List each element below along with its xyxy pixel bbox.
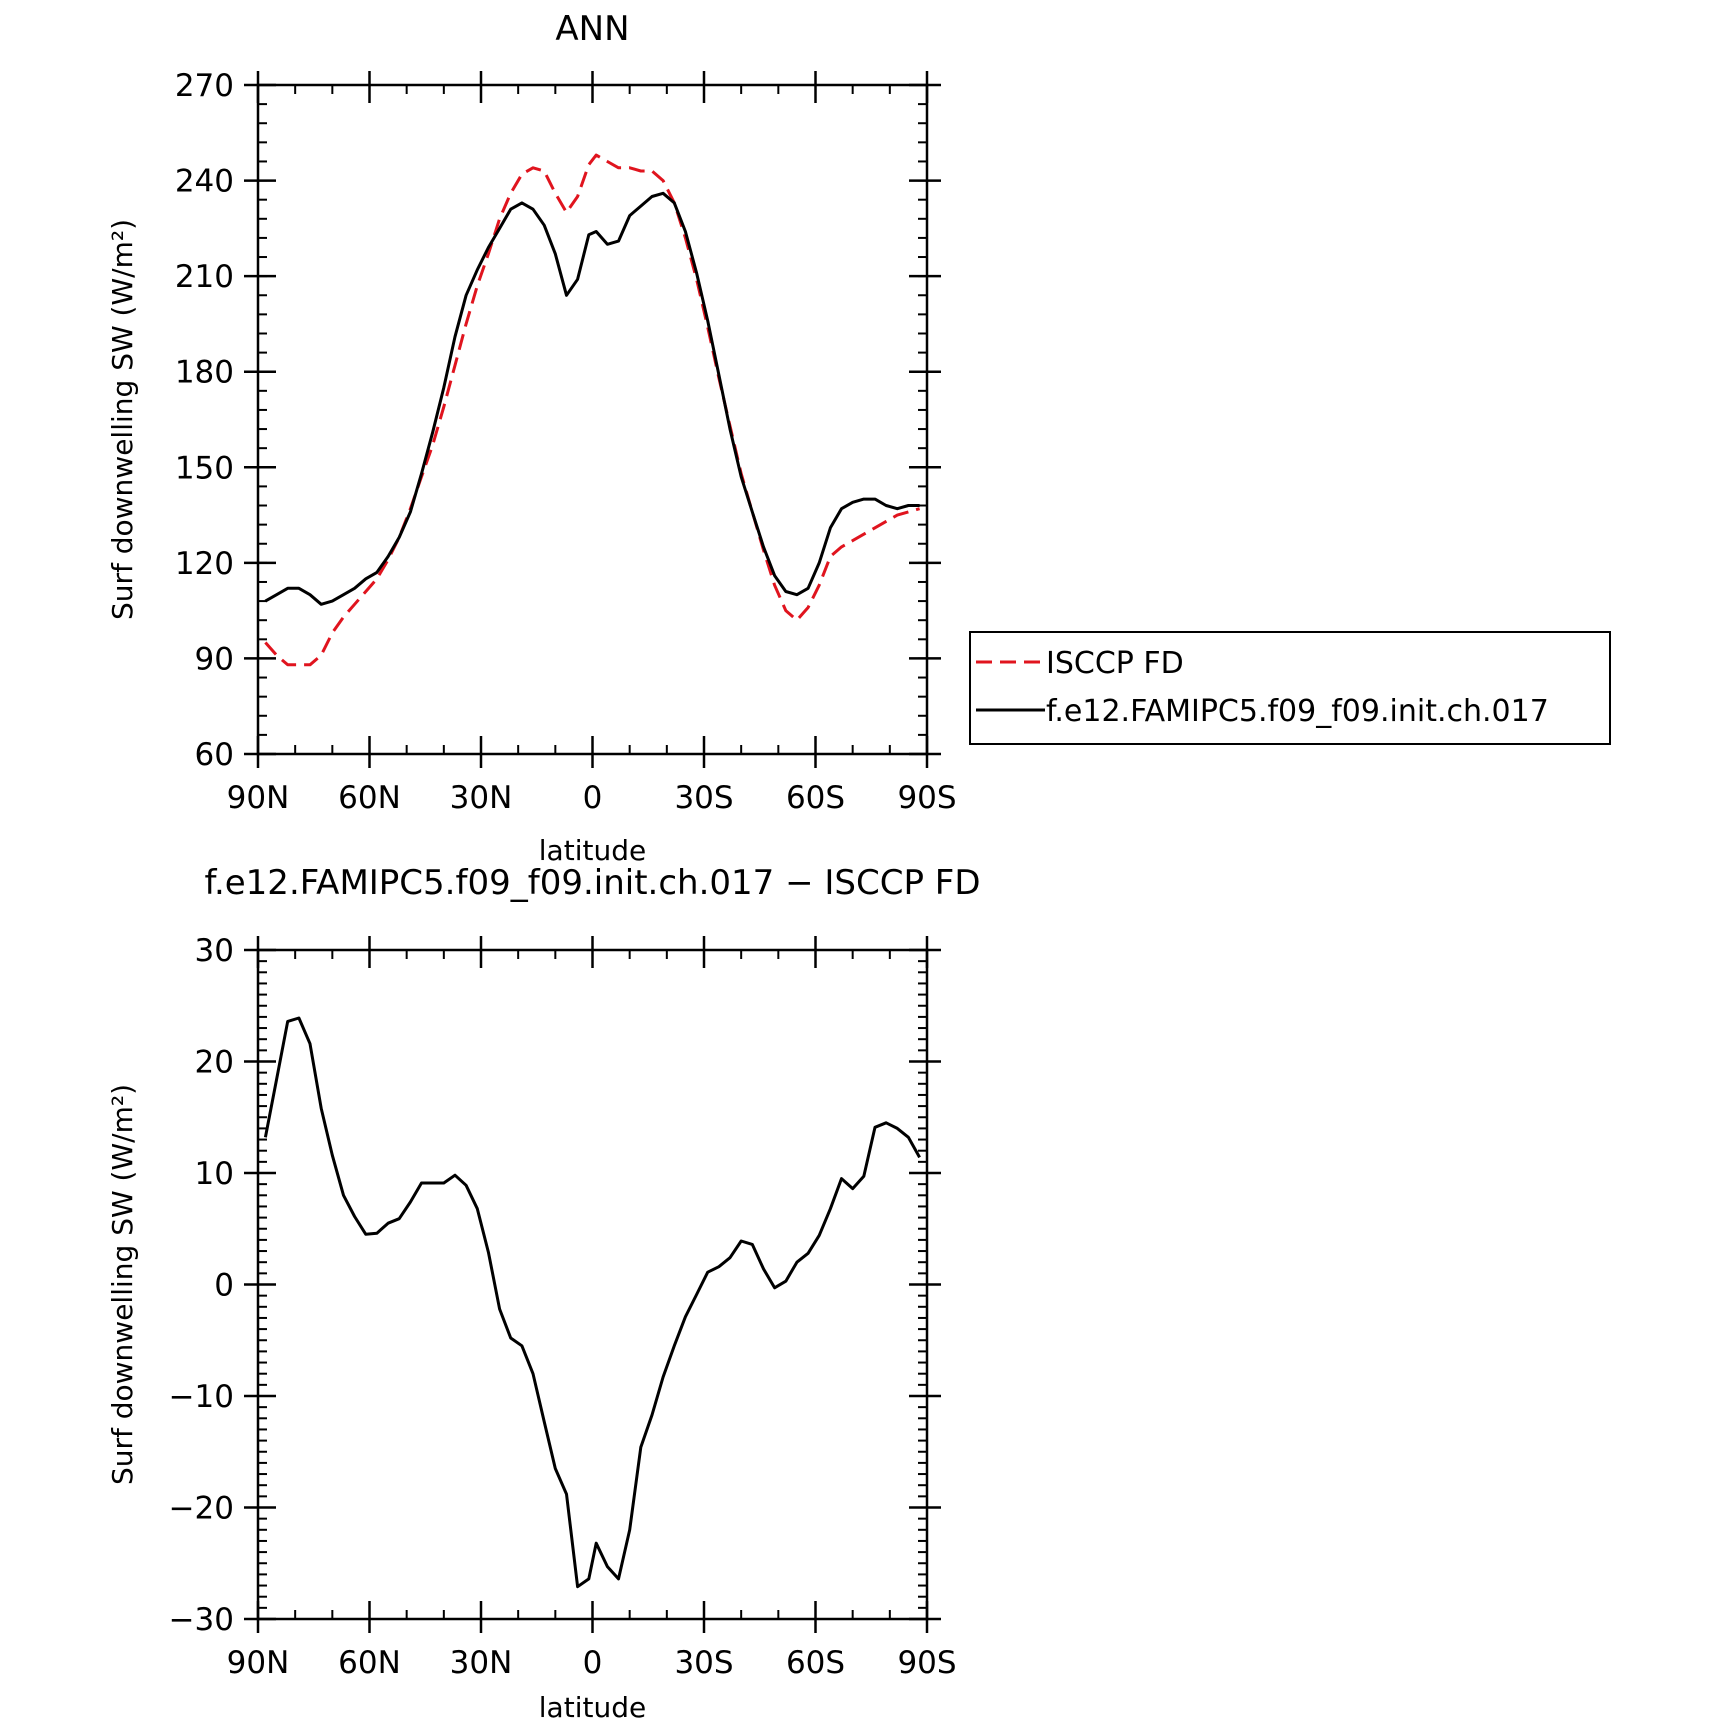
y-tick-label: 210	[175, 259, 234, 295]
y-tick-label: 20	[195, 1045, 234, 1081]
x-axis-label: latitude	[539, 1691, 646, 1723]
y-tick-label: 180	[175, 355, 234, 391]
y-tick-label: 150	[175, 450, 234, 486]
x-tick-label: 30N	[450, 780, 513, 816]
legend-label: ISCCP FD	[1046, 646, 1184, 681]
y-tick-label: 60	[195, 737, 234, 773]
x-tick-label: 90S	[897, 780, 956, 816]
series-line-model	[264, 191, 920, 606]
y-tick-label: 120	[175, 546, 234, 582]
y-tick-label: 10	[195, 1156, 234, 1192]
y-tick-label: −10	[169, 1379, 234, 1415]
x-tick-label: 60S	[786, 780, 845, 816]
x-tick-label: 60N	[338, 780, 401, 816]
y-tick-label: 90	[195, 641, 234, 677]
x-tick-label: 30N	[450, 1645, 513, 1681]
chart-title: f.e12.FAMIPC5.f09_f09.init.ch.017 − ISCC…	[204, 863, 980, 903]
x-axis-label: latitude	[539, 834, 646, 867]
series-line-isccp	[264, 153, 921, 667]
y-axis-label: Surf downwelling SW (W/m²)	[106, 219, 139, 620]
x-tick-label: 60S	[786, 1645, 845, 1681]
x-tick-label: 60N	[338, 1645, 401, 1681]
series-line-model	[263, 1016, 921, 1589]
y-tick-label: 240	[175, 164, 234, 200]
y-tick-label: −30	[169, 1602, 234, 1638]
x-tick-label: 0	[583, 1645, 603, 1681]
chart-title: ANN	[555, 9, 629, 49]
x-tick-label: 30S	[674, 780, 733, 816]
x-tick-label: 30S	[674, 1645, 733, 1681]
y-tick-label: 270	[175, 68, 234, 104]
x-tick-label: 90S	[897, 1645, 956, 1681]
x-tick-label: 0	[583, 780, 603, 816]
legend-box	[969, 631, 1611, 745]
y-axis-label: Surf downwelling SW (W/m²)	[106, 1084, 139, 1485]
legend-label: f.e12.FAMIPC5.f09_f09.init.ch.017	[1046, 694, 1549, 729]
y-tick-label: 0	[214, 1268, 234, 1304]
y-tick-label: 30	[195, 933, 234, 969]
y-tick-label: −20	[169, 1491, 234, 1527]
x-tick-label: 90N	[227, 780, 290, 816]
x-tick-label: 90N	[227, 1645, 290, 1681]
